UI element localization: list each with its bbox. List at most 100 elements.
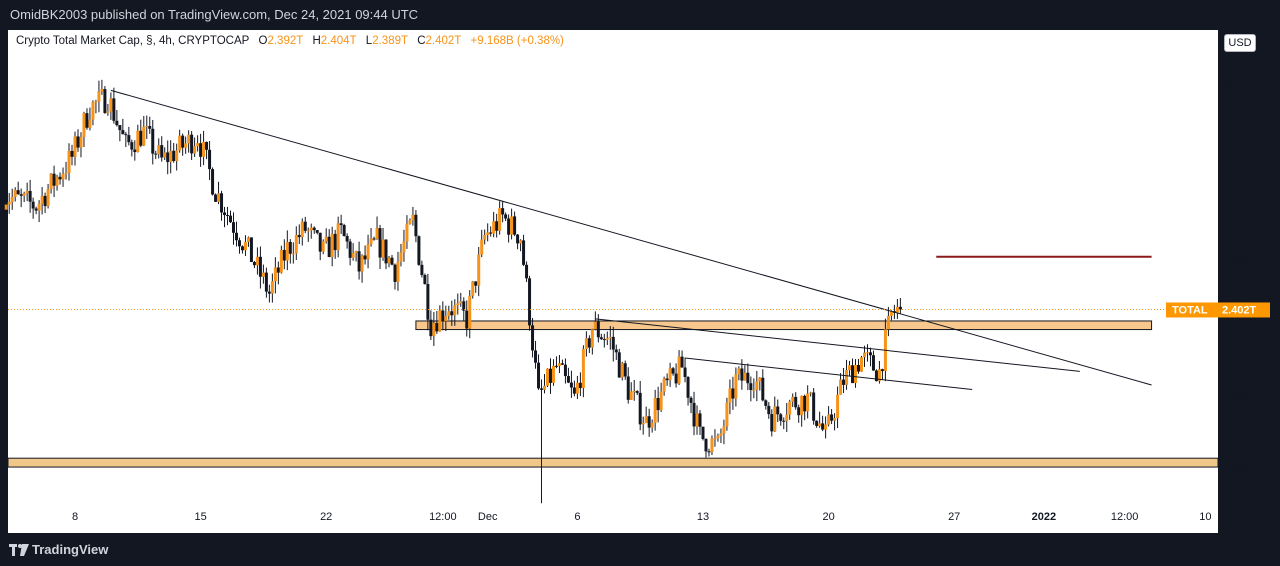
candle-body xyxy=(540,388,544,390)
candle-body xyxy=(880,369,884,372)
candle-body xyxy=(387,257,391,264)
candle-body xyxy=(608,336,612,339)
candle-body xyxy=(375,228,379,240)
candle-body xyxy=(764,400,768,406)
candle-body xyxy=(868,352,872,356)
candle-body xyxy=(16,190,20,195)
candle-body xyxy=(677,356,681,384)
symbol-name[interactable]: Crypto Total Market Cap, §, 4h, CRYPTOCA… xyxy=(16,35,250,47)
candle-body xyxy=(543,385,547,390)
candle-body xyxy=(378,228,382,258)
candle-body xyxy=(226,215,230,217)
candle-body xyxy=(818,423,822,426)
candle-body xyxy=(824,424,828,430)
candle-body xyxy=(833,418,837,421)
candle-body xyxy=(441,310,445,322)
candle-body xyxy=(408,220,412,224)
currency-button[interactable]: USD xyxy=(1224,34,1256,52)
candle-body xyxy=(671,368,675,374)
candle-body xyxy=(217,193,221,202)
candle-body xyxy=(689,397,693,403)
candle-body xyxy=(136,130,140,153)
y-tick-label: 2.7T xyxy=(1222,186,1244,198)
candle-body xyxy=(139,130,143,146)
x-tick-label: 27 xyxy=(948,511,960,523)
candle-body xyxy=(429,319,433,337)
candle-body xyxy=(886,315,890,330)
candle-body xyxy=(145,126,149,128)
candle-body xyxy=(734,374,738,399)
trendline-descending[interactable] xyxy=(110,89,1152,386)
candle-body xyxy=(94,101,98,103)
candle-body xyxy=(88,119,92,128)
candle-body xyxy=(252,262,256,266)
trendline-channel-top[interactable] xyxy=(595,318,1080,372)
candle-body xyxy=(360,255,364,272)
candle-body xyxy=(548,368,552,383)
candle-body xyxy=(312,227,316,231)
candle-body xyxy=(525,264,529,279)
candle-body xyxy=(483,235,487,240)
candle-body xyxy=(534,350,538,363)
x-tick-label: 15 xyxy=(194,511,206,523)
candle-body xyxy=(40,195,44,204)
candle-body xyxy=(255,256,259,266)
candle-body xyxy=(854,365,858,384)
candle-body xyxy=(208,149,212,170)
candle-body xyxy=(665,378,669,381)
candle-body xyxy=(839,379,843,395)
candle-body xyxy=(46,189,50,207)
candle-body xyxy=(291,253,295,255)
close-value: 2.402T xyxy=(425,35,462,47)
candle-body xyxy=(115,120,119,126)
candle-body xyxy=(695,413,699,427)
candle-body xyxy=(785,414,789,422)
candle-body xyxy=(13,190,17,197)
candle-body xyxy=(85,113,89,128)
candle-body xyxy=(264,272,268,292)
x-tick-label: Dec xyxy=(478,511,498,523)
candle-body xyxy=(788,401,792,415)
y-tick-label: 3T xyxy=(1222,79,1235,91)
breakout-zone[interactable] xyxy=(415,320,1153,331)
chart-pane[interactable] xyxy=(8,30,1218,533)
candle-body xyxy=(453,305,457,316)
publish-line: OmidBK2003 published on TradingView.com,… xyxy=(10,7,419,22)
candle-body xyxy=(812,392,816,421)
candle-body xyxy=(25,190,29,194)
candle-body xyxy=(575,382,579,394)
tradingview-logo-icon xyxy=(9,544,29,556)
candle-body xyxy=(674,373,678,384)
candle-body xyxy=(857,365,861,372)
support-zone[interactable] xyxy=(7,457,1219,468)
high-label: H xyxy=(312,35,321,47)
candle-body xyxy=(106,111,110,113)
candle-body xyxy=(704,438,708,452)
tradingview-brand[interactable]: TradingView xyxy=(32,542,109,557)
candle-body xyxy=(7,202,11,205)
trendline-channel-bottom[interactable] xyxy=(685,357,973,391)
candle-body xyxy=(435,323,439,332)
candle-body xyxy=(121,130,125,135)
candle-body xyxy=(231,222,235,233)
candle-body xyxy=(692,402,696,427)
candle-body xyxy=(229,215,233,223)
candle-body xyxy=(447,311,451,317)
candle-body xyxy=(366,244,370,260)
candle-body xyxy=(474,281,478,286)
candle-body xyxy=(166,152,170,163)
candle-body xyxy=(285,241,289,261)
candle-body xyxy=(423,275,427,285)
y-tick-label: 1.995T xyxy=(1222,493,1257,505)
candle-body xyxy=(501,208,505,215)
candle-body xyxy=(157,145,161,155)
x-tick-label: 8 xyxy=(72,511,78,523)
x-tick-label: 12:00 xyxy=(1111,511,1139,523)
x-tick-label: 20 xyxy=(822,511,834,523)
candle-body xyxy=(450,311,454,316)
candle-body xyxy=(187,134,191,144)
candle-body xyxy=(199,143,203,157)
candle-body xyxy=(52,173,56,186)
candle-body xyxy=(498,208,502,231)
